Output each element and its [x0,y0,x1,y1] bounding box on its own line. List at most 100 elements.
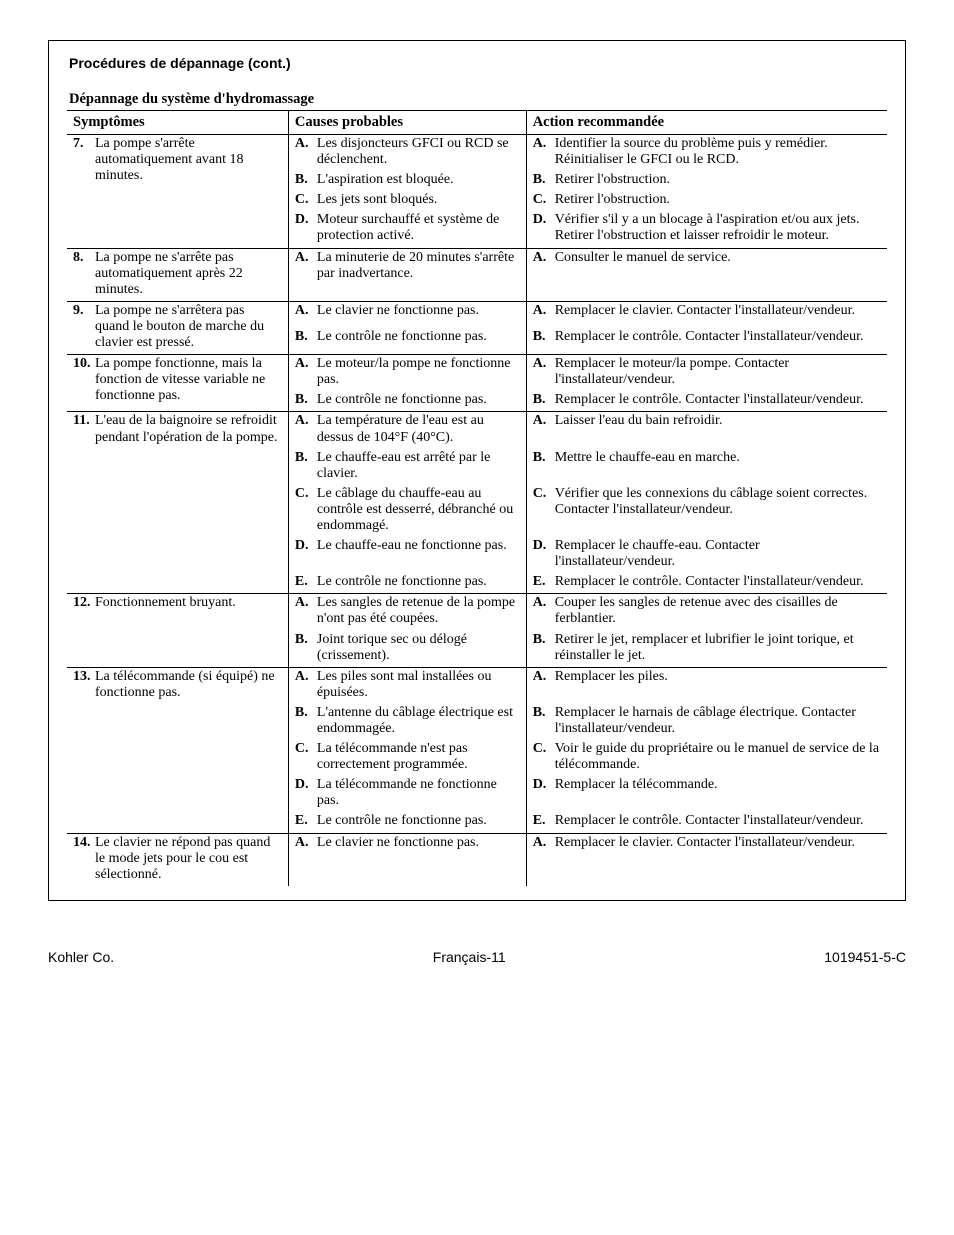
cause-letter: C. [295,192,317,208]
action-text: Remplacer le clavier. Contacter l'instal… [555,835,881,851]
cause-letter: A. [295,595,317,627]
cause-cell: A.Le clavier ne fonctionne pas. [288,833,526,886]
action-letter: C. [533,192,555,208]
action-cell: C.Vérifier que les connexions du câblage… [526,485,887,537]
action-text: Retirer l'obstruction. [555,192,881,208]
footer-right: 1019451-5-C [824,949,906,965]
cause-text: La température de l'eau est au dessus de… [317,413,520,445]
cause-letter: E. [295,574,317,590]
action-cell: A.Identifier la source du problème puis … [526,135,887,172]
cause-cell: B.L'antenne du câblage électrique est en… [288,704,526,740]
table-row: 10.La pompe fonctionne, mais la fonction… [67,355,887,392]
cause-text: Les jets sont bloqués. [317,192,520,208]
cause-letter: A. [295,413,317,445]
action-letter: B. [533,450,555,466]
cause-text: Les piles sont mal installées ou épuisée… [317,669,520,701]
cause-cell: C.La télécommande n'est pas correctement… [288,740,526,776]
action-cell: D.Vérifier s'il y a un blocage à l'aspir… [526,211,887,248]
action-text: Consulter le manuel de service. [555,250,881,266]
action-cell: A.Remplacer le clavier. Contacter l'inst… [526,833,887,886]
action-text: Retirer le jet, remplacer et lubrifier l… [555,632,881,664]
cause-text: Les sangles de retenue de la pompe n'ont… [317,595,520,627]
cause-cell: A.La température de l'eau est au dessus … [288,412,526,449]
symptom-cell: 11.L'eau de la baignoire se refroidit pe… [67,412,288,594]
cause-letter: A. [295,303,317,319]
cause-cell: A.Les disjoncteurs GFCI ou RCD se déclen… [288,135,526,172]
symptom-text: Fonctionnement bruyant. [95,595,282,611]
action-letter: E. [533,574,555,590]
action-cell: B.Retirer l'obstruction. [526,171,887,191]
action-text: Retirer l'obstruction. [555,172,881,188]
cause-cell: B.L'aspiration est bloquée. [288,171,526,191]
table-row: 14.Le clavier ne répond pas quand le mod… [67,833,887,886]
cause-cell: A.Les piles sont mal installées ou épuis… [288,667,526,704]
action-letter: C. [533,486,555,518]
action-letter: A. [533,595,555,627]
action-text: Mettre le chauffe-eau en marche. [555,450,881,466]
footer-center: Français-11 [433,949,506,965]
action-cell: A.Remplacer le clavier. Contacter l'inst… [526,301,887,328]
action-text: Remplacer les piles. [555,669,881,685]
action-text: Couper les sangles de retenue avec des c… [555,595,881,627]
symptom-text: La pompe s'arrête automatiquement avant … [95,136,282,184]
table-row: 7.La pompe s'arrête automatiquement avan… [67,135,887,172]
cause-cell: A.Le clavier ne fonctionne pas. [288,301,526,328]
cause-letter: A. [295,136,317,168]
content-frame: Procédures de dépannage (cont.) Dépannag… [48,40,906,901]
cause-letter: A. [295,356,317,388]
action-text: Laisser l'eau du bain refroidir. [555,413,881,429]
cause-text: Le moteur/la pompe ne fonctionne pas. [317,356,520,388]
cause-letter: D. [295,212,317,244]
action-letter: B. [533,392,555,408]
symptom-number: 7. [73,136,95,184]
symptom-cell: 10.La pompe fonctionne, mais la fonction… [67,355,288,412]
action-text: Vérifier que les connexions du câblage s… [555,486,881,518]
action-letter: B. [533,172,555,188]
action-cell: D.Remplacer le chauffe-eau. Contacter l'… [526,537,887,573]
action-letter: A. [533,669,555,685]
cause-cell: D.Moteur surchauffé et système de protec… [288,211,526,248]
cause-text: La télécommande ne fonctionne pas. [317,777,520,809]
cause-cell: E.Le contrôle ne fonctionne pas. [288,812,526,833]
cause-text: Moteur surchauffé et système de protecti… [317,212,520,244]
symptom-text: La télécommande (si équipé) ne fonctionn… [95,669,282,701]
cause-letter: A. [295,669,317,701]
cause-text: Le contrôle ne fonctionne pas. [317,574,520,590]
action-letter: D. [533,538,555,570]
section-title: Dépannage du système d'hydromassage [69,91,887,108]
action-text: Remplacer le clavier. Contacter l'instal… [555,303,881,319]
action-cell: B.Retirer le jet, remplacer et lubrifier… [526,631,887,668]
table-row: 11.L'eau de la baignoire se refroidit pe… [67,412,887,449]
cause-cell: D.Le chauffe-eau ne fonctionne pas. [288,537,526,573]
cause-cell: B.Le contrôle ne fonctionne pas. [288,328,526,355]
action-text: Remplacer le contrôle. Contacter l'insta… [555,813,881,829]
cause-text: Joint torique sec ou délogé (crissement)… [317,632,520,664]
cause-letter: D. [295,777,317,809]
action-text: Remplacer le chauffe-eau. Contacter l'in… [555,538,881,570]
cause-text: Le clavier ne fonctionne pas. [317,303,520,319]
symptom-cell: 12.Fonctionnement bruyant. [67,594,288,667]
cause-cell: A.La minuterie de 20 minutes s'arrête pa… [288,248,526,301]
cause-text: Le chauffe-eau est arrêté par le clavier… [317,450,520,482]
cause-cell: D.La télécommande ne fonctionne pas. [288,776,526,812]
symptom-cell: 14.Le clavier ne répond pas quand le mod… [67,833,288,886]
cause-text: Le contrôle ne fonctionne pas. [317,392,520,408]
col-actions: Action recommandée [526,111,887,135]
action-letter: D. [533,777,555,793]
symptom-text: La pompe fonctionne, mais la fonction de… [95,356,282,404]
action-cell: A.Laisser l'eau du bain refroidir. [526,412,887,449]
symptom-number: 13. [73,669,95,701]
action-letter: A. [533,413,555,429]
cause-letter: B. [295,329,317,345]
cause-letter: D. [295,538,317,554]
action-cell: A.Remplacer le moteur/la pompe. Contacte… [526,355,887,392]
action-text: Remplacer le contrôle. Contacter l'insta… [555,392,881,408]
cause-cell: B.Joint torique sec ou délogé (crissemen… [288,631,526,668]
cause-text: Le clavier ne fonctionne pas. [317,835,520,851]
action-letter: A. [533,250,555,266]
action-text: Remplacer le contrôle. Contacter l'insta… [555,574,881,590]
cause-letter: B. [295,172,317,188]
cause-text: Le câblage du chauffe-eau au contrôle es… [317,486,520,534]
cause-letter: B. [295,705,317,737]
symptom-cell: 9.La pompe ne s'arrêtera pas quand le bo… [67,301,288,354]
